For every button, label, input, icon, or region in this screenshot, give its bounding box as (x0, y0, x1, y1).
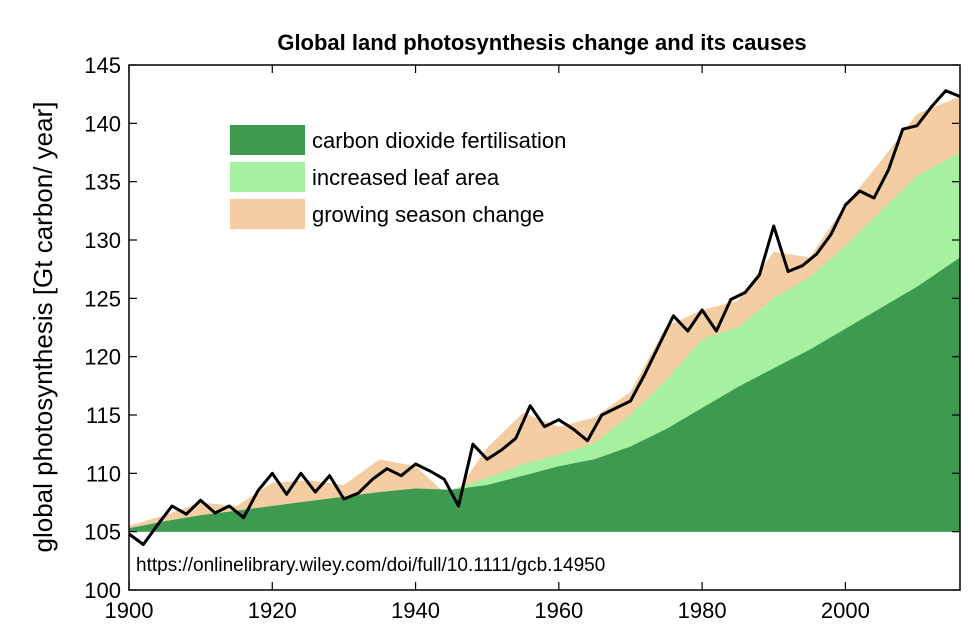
y-tick-label: 100 (84, 578, 121, 603)
x-tick-label: 1940 (391, 598, 440, 623)
legend-label-carbon-dioxide-fertilisation: carbon dioxide fertilisation (312, 128, 566, 153)
x-tick-label: 1980 (678, 598, 727, 623)
total-line-layer (128, 89, 961, 546)
total-line (128, 89, 961, 546)
area-layers (129, 96, 960, 532)
x-tick-label: 1900 (105, 598, 154, 623)
y-tick-label: 110 (86, 461, 121, 486)
plot-frame (128, 64, 961, 591)
legend-swatch-carbon-dioxide-fertilisation (230, 125, 305, 155)
x-tick-label: 2000 (821, 598, 870, 623)
y-tick-label: 105 (84, 520, 121, 545)
x-tick-label: 1960 (534, 598, 583, 623)
chart-title: Global land photosynthesis change and it… (277, 30, 806, 55)
x-tick-label: 1920 (248, 598, 297, 623)
legend: carbon dioxide fertilisation increased le… (230, 125, 566, 229)
area-carbon-dioxide-fertilisation (129, 257, 960, 532)
y-tick-label: 120 (84, 345, 121, 370)
legend-label-increased-leaf-area: increased leaf area (312, 165, 500, 190)
y-tick-label: 145 (84, 53, 121, 78)
source-url: https://onlinelibrary.wiley.com/doi/full… (136, 555, 605, 576)
y-tick-label: 130 (84, 228, 121, 253)
legend-label-growing-season-change: growing season change (312, 202, 544, 227)
y-tick-label: 135 (84, 170, 121, 195)
y-tick-label: 115 (86, 403, 121, 428)
y-tick-label: 140 (84, 111, 121, 136)
y-tick-label: 125 (84, 286, 121, 311)
axis-ticks: 100 105 110 115 120 125 130 135 140 145 1900 1920 19… (84, 53, 960, 623)
legend-swatch-growing-season-change (230, 199, 305, 229)
legend-swatch-increased-leaf-area (230, 162, 305, 192)
y-axis-label: global photosynthesis [Gt carbon/ year] (28, 102, 58, 553)
